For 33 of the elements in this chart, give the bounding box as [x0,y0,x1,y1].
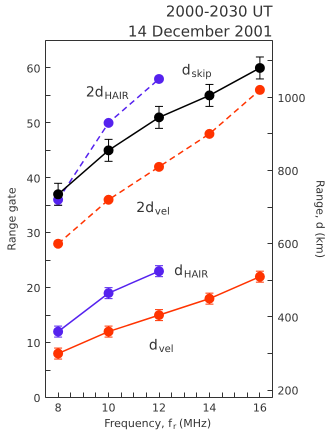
y2-tick-label: 1000 [278,92,306,105]
y-tick-label: 30 [26,227,41,240]
point [53,189,64,200]
point [154,112,164,122]
y-tick-label: 60 [26,62,41,76]
y2-tick-label: 600 [278,238,298,252]
y2-tick-label: 800 [278,164,298,178]
x-tick-label: 16 [252,402,267,414]
point [254,84,265,95]
y-tick-label: 40 [26,172,41,186]
y-axis-title: Range gate [6,187,19,251]
x-tick-label: 10 [102,402,116,414]
point [104,118,114,128]
y-tick-label: 20 [26,282,41,296]
y-tick-label: 0 [34,392,40,405]
point [104,145,114,156]
x-tick-label: 12 [152,402,166,414]
y-tick-label: 10 [26,337,41,350]
y2-axis-title: Range, d (km) [313,180,326,258]
x-tick-label: 14 [202,402,216,414]
point [154,74,164,84]
point [204,128,214,139]
point [53,238,64,249]
x-tick-label: 8 [54,402,62,414]
y2-tick-label: 200 [278,384,298,398]
point [204,90,214,100]
point [154,162,164,172]
chart-subtitle: 14 December 2001 [128,22,273,40]
point [104,194,114,205]
y2-tick-label: 400 [278,311,298,324]
y-tick-label: 50 [26,117,41,130]
chart-title: 2000-2030 UT [166,2,274,20]
point [254,62,265,73]
